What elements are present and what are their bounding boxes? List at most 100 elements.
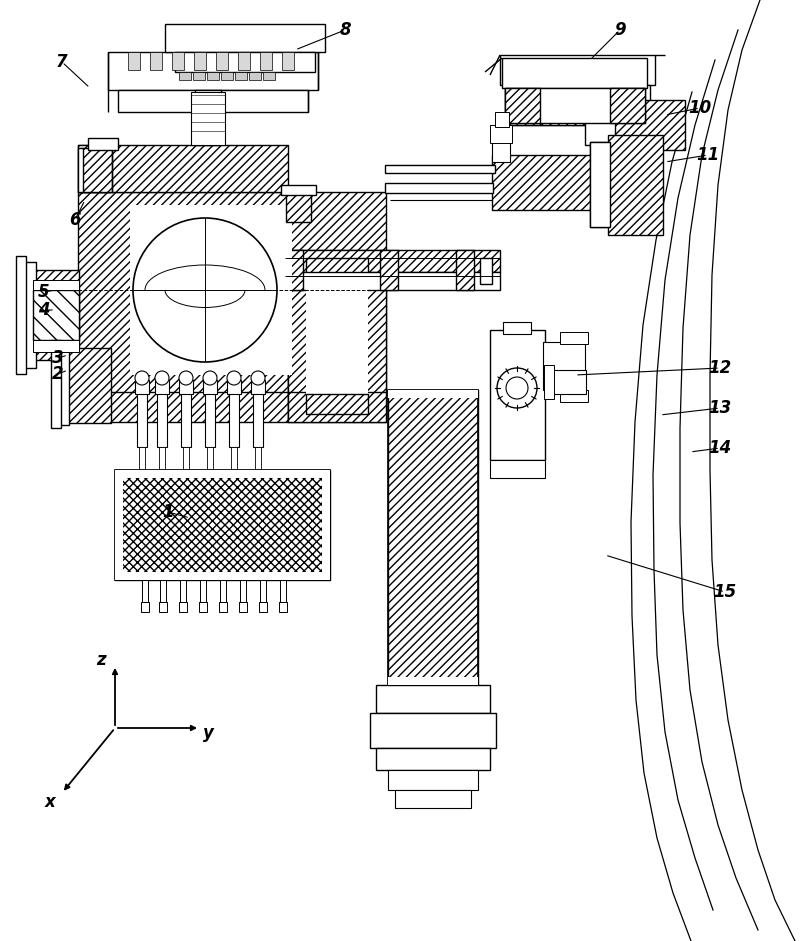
Circle shape [135, 371, 149, 385]
Bar [179, 72, 191, 80]
Bar [179, 602, 187, 612]
Bar [260, 52, 272, 70]
Bar [322, 470, 330, 580]
Text: 10: 10 [688, 99, 712, 117]
Bar [205, 392, 215, 447]
Text: 4: 4 [38, 301, 50, 319]
Bar [193, 72, 205, 80]
Circle shape [179, 371, 193, 385]
Circle shape [203, 371, 217, 385]
Bar [115, 470, 123, 580]
Bar [490, 330, 545, 460]
Bar [227, 380, 241, 394]
Bar [238, 52, 250, 70]
Bar [191, 92, 225, 145]
Bar [78, 145, 110, 192]
Bar [137, 392, 147, 447]
Bar [540, 85, 615, 125]
Text: z: z [96, 651, 106, 669]
Text: 15: 15 [714, 583, 737, 601]
Bar [16, 256, 26, 374]
Bar [231, 447, 237, 469]
Bar [388, 677, 478, 685]
Bar [179, 380, 193, 394]
Bar [280, 580, 286, 602]
Bar [180, 580, 186, 602]
Text: 13: 13 [708, 399, 732, 417]
Bar [285, 272, 500, 290]
Bar [490, 460, 545, 478]
Bar [216, 52, 228, 70]
Bar [251, 380, 265, 394]
Bar [503, 322, 531, 334]
Text: y: y [202, 724, 214, 742]
Bar [115, 572, 330, 580]
Text: 5: 5 [38, 283, 50, 301]
Circle shape [227, 371, 241, 385]
Bar [235, 72, 247, 80]
Bar [259, 602, 267, 612]
Text: 1: 1 [162, 503, 174, 521]
Bar [480, 258, 492, 284]
Bar [130, 205, 292, 375]
Bar [548, 370, 586, 394]
Bar [385, 183, 493, 193]
Bar [492, 140, 510, 162]
Bar [88, 138, 118, 150]
Bar [492, 155, 610, 210]
Bar [78, 392, 110, 422]
Bar [194, 52, 206, 70]
Bar [115, 470, 330, 580]
Bar [590, 142, 660, 227]
Bar [219, 602, 227, 612]
Bar [175, 52, 315, 72]
Bar [78, 148, 83, 192]
Text: 6: 6 [69, 211, 81, 229]
Bar [282, 52, 294, 70]
Bar [544, 365, 554, 399]
Bar [543, 342, 585, 390]
Bar [376, 685, 490, 713]
Bar [59, 343, 69, 425]
Bar [200, 580, 206, 602]
Bar [160, 580, 166, 602]
Bar [249, 72, 261, 80]
Bar [155, 380, 169, 394]
Bar [108, 52, 318, 90]
Text: 14: 14 [708, 439, 732, 457]
Circle shape [251, 371, 265, 385]
Bar [500, 55, 655, 85]
Bar [260, 580, 266, 602]
Bar [380, 250, 398, 290]
Bar [159, 447, 165, 469]
Bar [139, 447, 145, 469]
Bar [203, 380, 217, 394]
Text: 2: 2 [52, 365, 64, 383]
Bar [195, 90, 221, 145]
Bar [255, 447, 261, 469]
Bar [115, 470, 330, 580]
Bar [115, 470, 330, 478]
Bar [33, 280, 79, 290]
Bar [385, 165, 495, 173]
Bar [610, 100, 685, 150]
Bar [172, 52, 184, 70]
Bar [33, 270, 79, 360]
Bar [388, 390, 478, 685]
Bar [560, 390, 588, 402]
Text: x: x [45, 793, 55, 811]
Bar [288, 250, 386, 422]
Bar [165, 24, 325, 52]
Bar [207, 72, 219, 80]
Bar [240, 580, 246, 602]
Bar [510, 85, 540, 125]
Bar [288, 192, 386, 394]
Bar [490, 125, 512, 143]
Bar [199, 602, 207, 612]
Circle shape [133, 218, 277, 362]
Bar [286, 192, 311, 222]
Bar [370, 713, 496, 748]
Bar [610, 88, 645, 123]
Bar [285, 250, 500, 272]
Text: 12: 12 [708, 359, 732, 377]
